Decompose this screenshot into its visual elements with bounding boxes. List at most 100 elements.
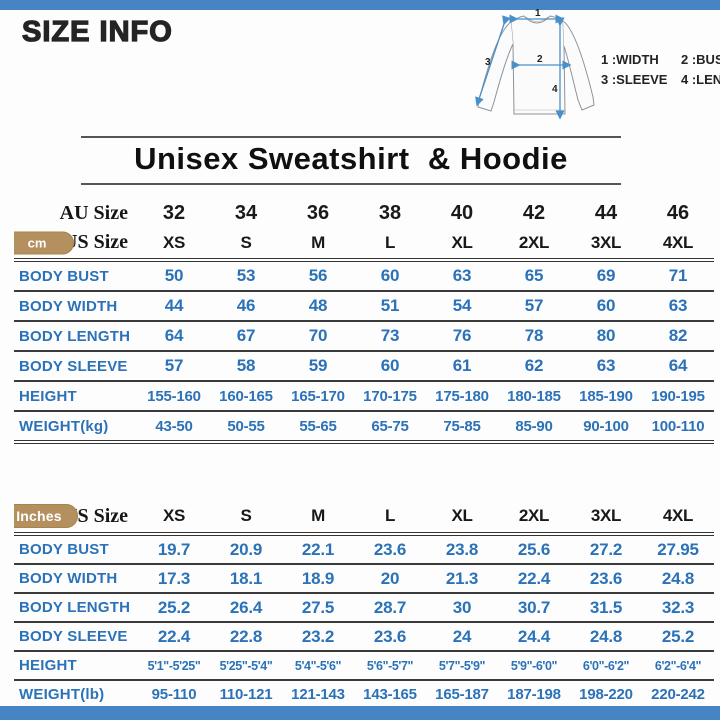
row-label: HEIGHT [14,651,138,681]
size-value: 78 [498,321,570,352]
size-value: 53 [210,260,282,292]
size-value: 65 [498,260,570,292]
size-value: 67 [210,321,282,352]
us-size-value: L [354,500,426,536]
size-value: 80 [570,321,642,352]
size-value: 85-90 [498,411,570,444]
size-value: 6'2"-6'4" [642,651,714,681]
au-size-value: 44 [594,201,618,224]
row-label: BODY LENGTH [14,593,138,623]
us-size-value: 3XL [570,227,642,262]
us-size-value: M [282,227,354,262]
legend-bust: 2 :BUST [681,52,720,67]
size-value: 100-110 [642,411,714,444]
size-value: 25.6 [498,534,570,565]
us-size-label: US Size [63,504,128,527]
size-value: 5'4"-5'6" [282,651,354,681]
size-value: 64 [138,321,210,352]
au-size-value: 40 [450,201,474,224]
size-value: 155-160 [138,381,210,412]
legend-width: 1 :WIDTH [601,52,659,67]
size-value: 61 [426,351,498,382]
size-value: 190-195 [642,381,714,412]
size-value: 5'6"-5'7" [354,651,426,681]
size-value: 54 [426,291,498,322]
size-table-row: WEIGHT(kg) 43-50 50-55 55-65 65-75 75-85… [14,411,714,444]
size-value: 23.6 [354,622,426,652]
us-size-value: 4XL [642,500,714,536]
au-size-value: 46 [666,201,690,224]
size-value: 46 [210,291,282,322]
size-value: 175-180 [426,381,498,412]
size-value: 73 [354,321,426,352]
size-value: 69 [570,260,642,292]
size-value: 24 [426,622,498,652]
size-value: 160-165 [210,381,282,412]
size-value: 63 [426,260,498,292]
size-value: 63 [642,291,714,322]
size-value: 70 [282,321,354,352]
sweatshirt-measurement-diagram-icon: 1 2 3 4 [475,8,595,120]
us-size-value: 2XL [498,227,570,262]
size-value: 23.6 [570,564,642,594]
size-table-row: BODY BUST 19.7 20.9 22.1 23.6 23.8 25.6 … [14,534,714,565]
inches-size-table: Inches US Size XS S M L XL 2XL 3XL 4XL [14,500,714,712]
diagram-marker-3: 3 [485,57,491,68]
legend-length: 4 :LENGTH [681,72,720,87]
diagram-marker-2: 2 [537,54,543,65]
size-table-row: BODY BUST 50 53 56 60 63 65 69 71 [14,260,714,292]
size-value: 51 [354,291,426,322]
top-accent-bar [0,0,720,10]
size-value: 22.4 [498,564,570,594]
legend-sleeve: 3 :SLEEVE [601,72,668,87]
au-size-value: 38 [378,201,402,224]
size-value: 32.3 [642,593,714,623]
us-size-value: XS [138,227,210,262]
size-value: 43-50 [138,411,210,444]
size-value: 5'9"-6'0" [498,651,570,681]
size-value: 18.9 [282,564,354,594]
size-value: 5'1"-5'25" [138,651,210,681]
size-value: 27.2 [570,534,642,565]
au-size-label: AU Size [59,201,128,224]
row-label: BODY WIDTH [14,564,138,594]
size-value: 22.4 [138,622,210,652]
size-table-row: BODY SLEEVE 57 58 59 60 61 62 63 64 [14,351,714,382]
size-value: 19.7 [138,534,210,565]
us-size-value: S [210,500,282,536]
size-value: 5'7"-5'9" [426,651,498,681]
au-size-value: 34 [234,201,258,224]
unit-badge-cm: cm [14,231,74,254]
us-size-value: 4XL [642,227,714,262]
size-table-row: BODY WIDTH 44 46 48 51 54 57 60 63 [14,291,714,322]
us-size-value: L [354,227,426,262]
diagram-marker-1: 1 [535,8,541,19]
size-table-row: HEIGHT 155-160 160-165 165-170 170-175 1… [14,381,714,412]
size-value: 24.8 [642,564,714,594]
size-value: 185-190 [570,381,642,412]
size-value: 56 [282,260,354,292]
size-value: 28.7 [354,593,426,623]
size-value: 17.3 [138,564,210,594]
us-size-value: S [210,227,282,262]
size-value: 22.8 [210,622,282,652]
row-label: BODY WIDTH [14,291,138,322]
size-value: 18.1 [210,564,282,594]
size-value: 57 [138,351,210,382]
size-value: 75-85 [426,411,498,444]
row-label: WEIGHT(kg) [14,411,138,444]
size-value: 20.9 [210,534,282,565]
size-value: 55-65 [282,411,354,444]
size-value: 27.95 [642,534,714,565]
product-title: Unisex Sweatshirt & Hoodie [134,141,568,176]
us-size-value: XL [426,227,498,262]
bottom-accent-bar [0,706,720,720]
product-title-block: Unisex Sweatshirt & Hoodie [81,136,621,185]
row-label: BODY BUST [14,260,138,292]
size-value: 20 [354,564,426,594]
row-label: HEIGHT [14,381,138,412]
size-value: 64 [642,351,714,382]
size-value: 63 [570,351,642,382]
size-value: 30 [426,593,498,623]
